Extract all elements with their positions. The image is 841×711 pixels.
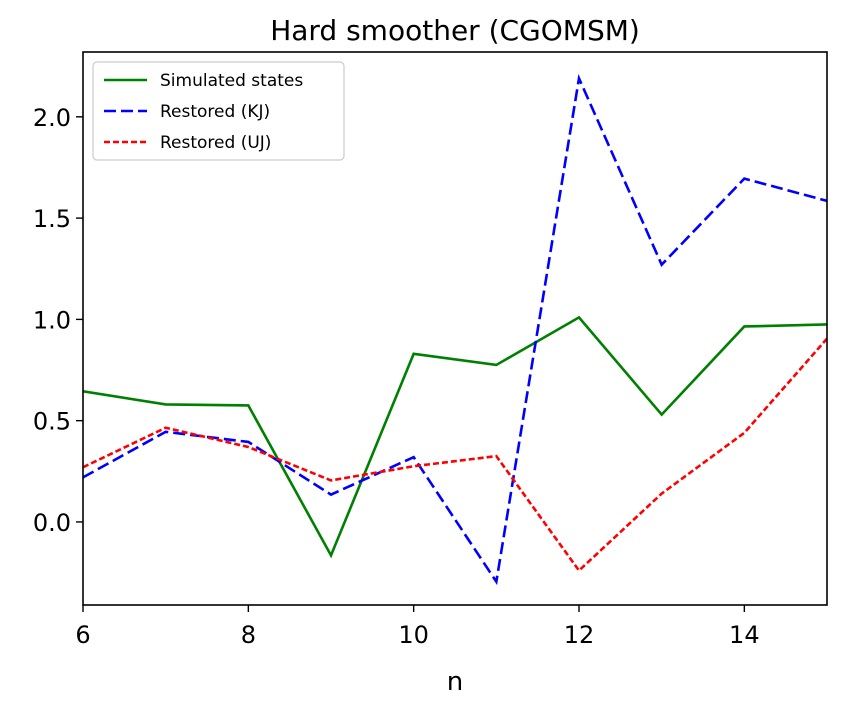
y-tick-label: 2.0 (33, 104, 71, 132)
series-line-2 (83, 73, 827, 586)
legend-label-2: Restored (KJ) (160, 102, 270, 122)
x-tick-label: 6 (75, 621, 90, 649)
x-axis: 6 8 10 12 14 (75, 605, 760, 649)
x-axis-label: n (447, 667, 463, 697)
y-tick-label: 1.5 (33, 205, 71, 233)
series-line-1 (83, 315, 827, 559)
chart-title: Hard smoother (CGOMSM) (270, 14, 640, 47)
y-tick-label: 0.5 (33, 408, 71, 436)
legend: Simulated states Restored (KJ) Restored (U… (92, 61, 345, 161)
series-layer (83, 73, 827, 586)
y-axis: 0.0 0.5 1.0 1.5 2.0 (33, 104, 83, 537)
x-tick-label: 8 (241, 621, 256, 649)
x-tick-label: 10 (398, 621, 429, 649)
plot-frame (82, 51, 828, 606)
x-tick-label: 12 (564, 621, 595, 649)
y-tick-label: 1.0 (33, 306, 71, 334)
y-tick-label: 0.0 (33, 509, 71, 537)
series-line-3 (83, 337, 827, 573)
legend-label-3: Restored (UJ) (160, 133, 271, 153)
x-tick-label: 14 (729, 621, 760, 649)
legend-box (92, 61, 345, 161)
legend-label-1: Simulated states (160, 71, 303, 91)
